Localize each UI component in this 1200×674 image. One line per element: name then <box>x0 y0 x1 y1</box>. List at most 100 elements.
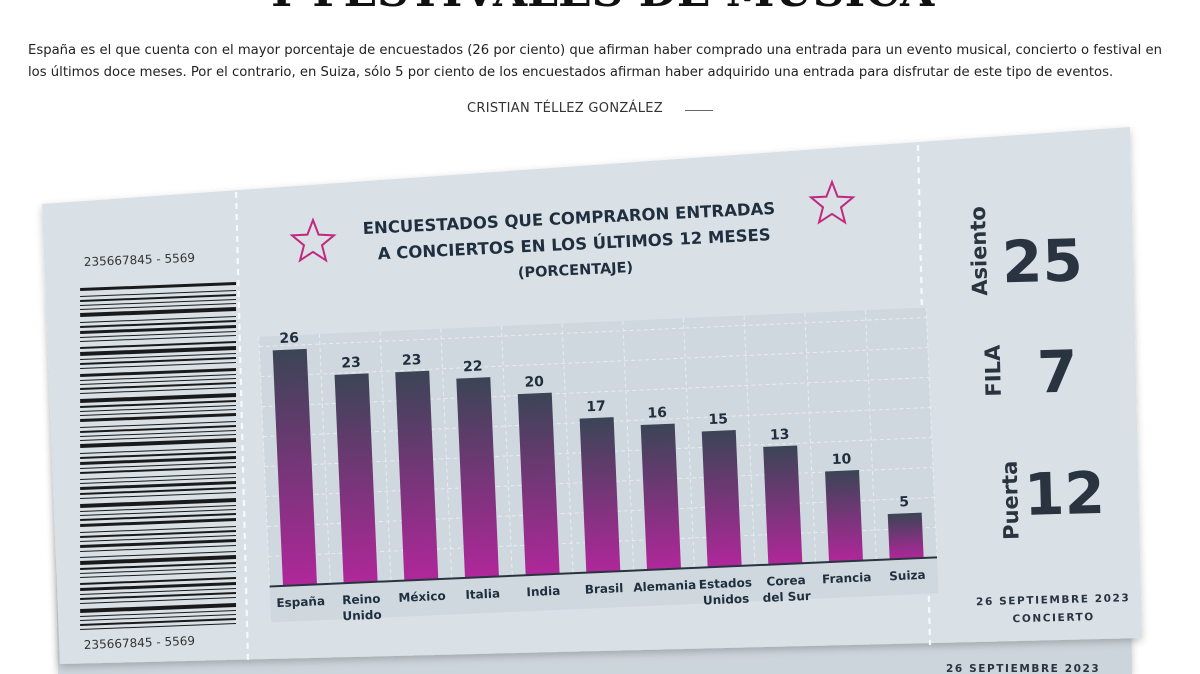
bar-value-label: 15 <box>708 411 728 428</box>
bar-value-label: 26 <box>279 330 299 347</box>
fila-label: FILA <box>981 344 1006 397</box>
bar <box>763 445 803 565</box>
barcode-stripe <box>80 597 236 604</box>
barcode-stripe <box>80 535 236 542</box>
asiento-value: 25 <box>1001 226 1083 296</box>
serial-top: 235667845 - 5569 <box>84 251 196 269</box>
bar <box>272 348 317 586</box>
intro-paragraph: España es el que cuenta con el mayor por… <box>28 43 1162 80</box>
barcode-stripe <box>80 603 237 613</box>
barcode-stripe <box>80 513 237 521</box>
bar-value-label: 13 <box>770 427 790 444</box>
bar-value-label: 10 <box>831 451 851 468</box>
gridline-horizontal <box>265 466 934 498</box>
bar <box>887 512 924 560</box>
bar <box>395 370 439 581</box>
barcode-stripe <box>80 577 237 585</box>
bar <box>456 377 499 578</box>
barcode-stripe <box>80 473 236 480</box>
barcode-stripe <box>80 571 236 578</box>
serial-bottom: 235667845 - 5569 <box>84 634 196 652</box>
barcode-stripe <box>80 588 236 595</box>
back-ticket-date: 26 SEPTIEMBRE 2023 <box>946 663 1100 674</box>
barcode-stripe <box>80 400 237 408</box>
category-label: Alemania <box>633 578 696 595</box>
barcode-stripe <box>80 294 237 302</box>
barcode-stripe <box>80 316 236 323</box>
barcode-stripe <box>80 456 237 465</box>
star-left-icon <box>289 217 337 263</box>
gridline-horizontal <box>268 526 936 557</box>
category-label: Reino <box>342 592 381 608</box>
barcode-stripe <box>80 505 236 512</box>
barcode-stripe <box>80 353 236 360</box>
left-perforation <box>234 191 250 663</box>
barcode-stripe <box>80 438 237 448</box>
barcode-stripe <box>80 618 237 626</box>
barcode-stripe <box>80 320 237 328</box>
gridline-horizontal <box>259 317 927 348</box>
barcode-stripe <box>80 303 236 310</box>
bar <box>579 417 621 573</box>
barcode-stripe <box>80 282 237 291</box>
barcode-stripe <box>80 477 236 484</box>
barcode-stripe <box>80 582 237 591</box>
star-right-icon <box>808 179 856 225</box>
barcode-stripe <box>80 562 237 570</box>
barcode-stripe <box>80 290 236 297</box>
byline: CRISTIAN TÉLLEZ GONZÁLEZ <box>467 101 664 116</box>
barcode-stripe <box>80 487 237 495</box>
barcode-stripe <box>80 567 236 574</box>
bar-value-label: 22 <box>463 358 483 375</box>
gridline-horizontal <box>267 496 935 528</box>
ticket-event: CONCIERTO <box>1012 611 1095 625</box>
category-label: Brasil <box>585 581 624 597</box>
bar-value-label: 17 <box>586 398 606 415</box>
barcode-stripe <box>80 555 237 565</box>
category-label: Unidos <box>703 592 750 608</box>
bar-value-label: 20 <box>524 374 544 391</box>
barcode-stripe <box>80 299 236 306</box>
category-label: España <box>276 594 325 610</box>
barcode-stripe <box>80 530 237 538</box>
barcode-stripe <box>80 539 237 548</box>
category-label: Francia <box>822 570 872 586</box>
barcode-stripe <box>80 374 236 381</box>
chart-subtitle: (PORCENTAJE) <box>518 260 634 282</box>
barcode-stripe <box>80 430 236 437</box>
barcode <box>80 282 237 630</box>
barcode-stripe <box>80 518 237 527</box>
barcode-stripe <box>80 610 236 617</box>
barcode-stripe <box>80 614 236 621</box>
bar-value-label: 16 <box>647 405 667 422</box>
puerta-label: Puerta <box>998 460 1024 540</box>
category-label: Estados <box>699 575 753 591</box>
barcode-stripe <box>80 498 237 508</box>
barcode-stripe <box>80 545 236 552</box>
barcode-stripe <box>80 425 237 433</box>
bar-value-label: 23 <box>402 352 422 369</box>
category-label: Italia <box>465 586 500 601</box>
barcode-stripe <box>80 335 236 342</box>
barcode-stripe <box>80 451 237 459</box>
barcode-stripe <box>80 592 237 600</box>
gridline-horizontal <box>260 347 928 378</box>
headline: Y FESTIVALES DE MÚSICA <box>0 0 1200 17</box>
bar <box>640 423 681 570</box>
bar <box>517 392 560 576</box>
barcode-stripe <box>80 387 236 394</box>
bar <box>701 429 742 568</box>
bar <box>825 469 863 563</box>
category-label: México <box>398 589 446 605</box>
barcode-stripe <box>80 341 237 349</box>
bar-value-label: 5 <box>899 494 909 510</box>
asiento-label: Asiento <box>966 206 992 296</box>
barcode-stripe <box>80 413 237 422</box>
ticket-date: 26 SEPTIEMBRE 2023 <box>976 592 1131 608</box>
byline-rule <box>685 110 713 111</box>
category-label: Suiza <box>889 568 926 584</box>
bar <box>334 373 378 584</box>
puerta-value: 12 <box>1023 459 1105 529</box>
